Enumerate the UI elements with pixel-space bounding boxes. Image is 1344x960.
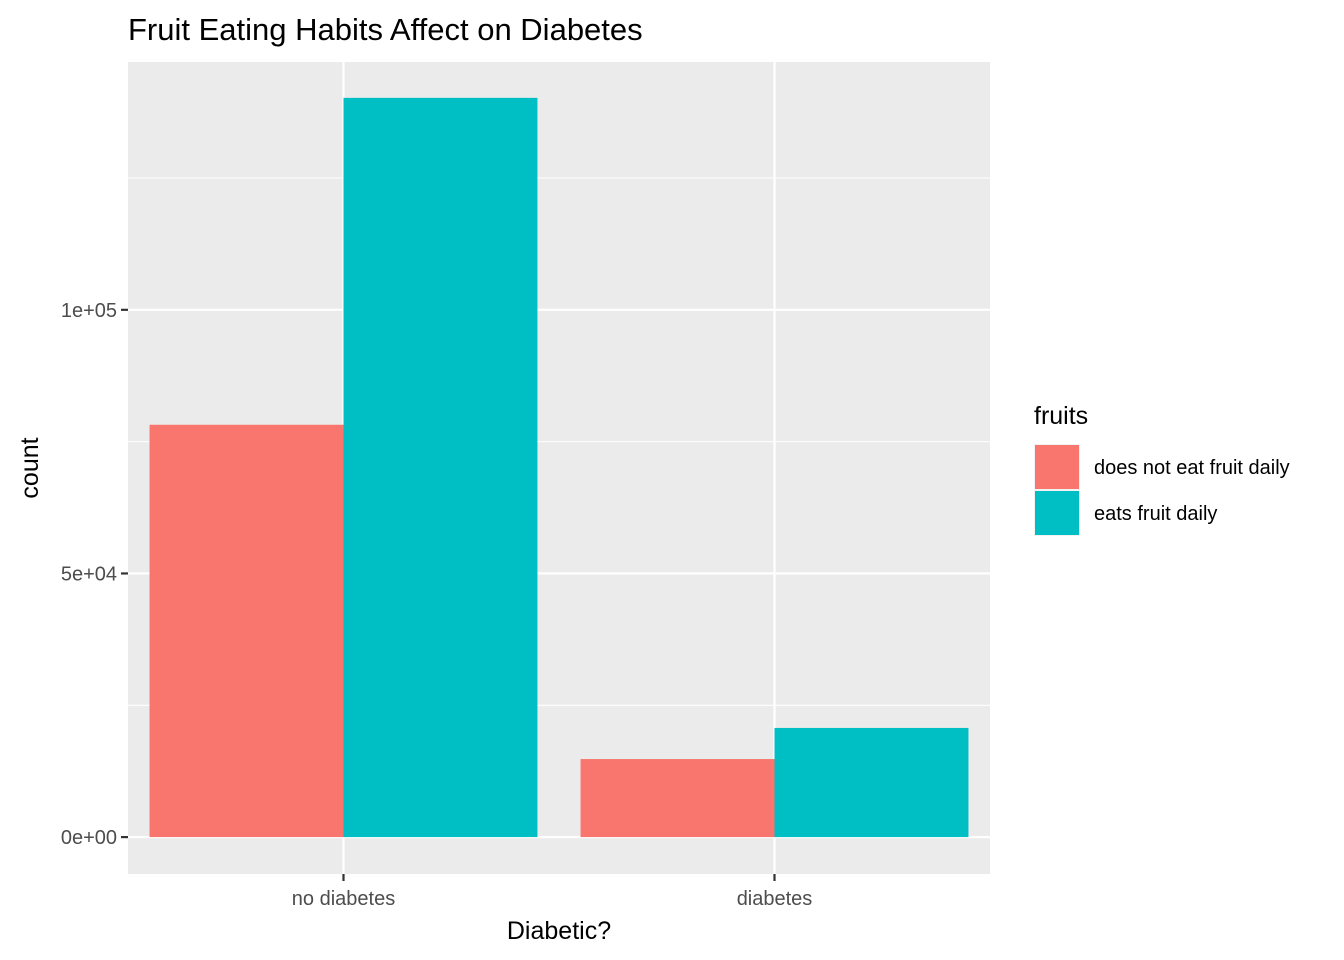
y-tick-label: 1e+05 bbox=[61, 300, 117, 322]
legend: fruits does not eat fruit daily eats frui… bbox=[1034, 402, 1290, 536]
y-axis-title: count bbox=[16, 437, 44, 498]
legend-title: fruits bbox=[1034, 402, 1088, 430]
bar bbox=[774, 727, 969, 838]
legend-swatch bbox=[1035, 445, 1079, 489]
y-tick-label: 5e+04 bbox=[61, 563, 117, 585]
legend-swatch bbox=[1035, 491, 1079, 535]
bars bbox=[149, 97, 969, 838]
bar bbox=[343, 97, 538, 838]
chart-title: Fruit Eating Habits Affect on Diabetes bbox=[128, 12, 643, 47]
bar bbox=[580, 759, 775, 838]
y-axis: 0e+00 5e+04 1e+05 bbox=[61, 300, 128, 849]
y-tick-label: 0e+00 bbox=[61, 827, 117, 849]
legend-label: eats fruit daily bbox=[1094, 503, 1217, 525]
x-tick-label: diabetes bbox=[737, 888, 813, 910]
x-tick-label: no diabetes bbox=[292, 888, 395, 910]
bar bbox=[149, 424, 344, 838]
legend-label: does not eat fruit daily bbox=[1094, 457, 1290, 479]
x-axis: no diabetes diabetes bbox=[292, 874, 813, 910]
x-axis-title: Diabetic? bbox=[507, 917, 611, 945]
